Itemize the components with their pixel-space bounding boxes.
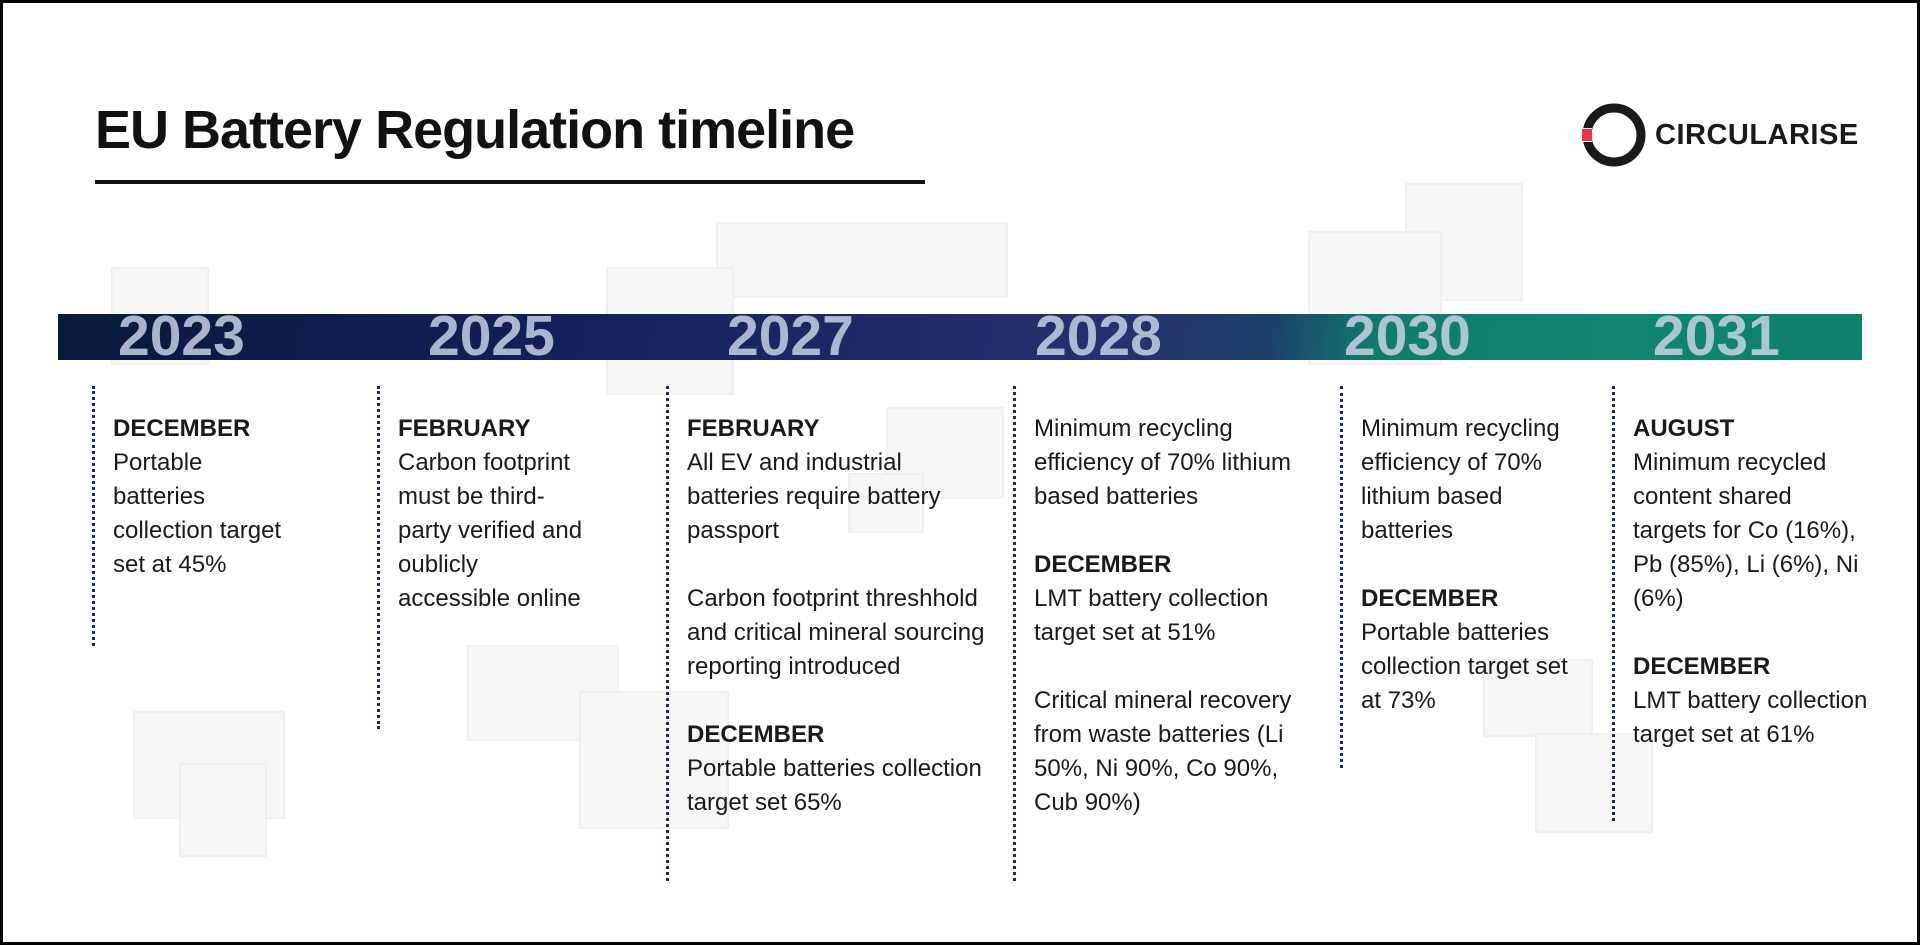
milestone-text: LMT battery collection target set at 61% — [1633, 687, 1868, 748]
milestone-month: FEBRUARY — [398, 415, 531, 442]
milestone-month: DECEMBER — [1633, 653, 1771, 680]
milestone-entry: Critical mineral recovery from waste bat… — [1034, 684, 1324, 820]
dotted-divider — [1340, 386, 1343, 768]
year-label-2027: 2027 — [727, 304, 854, 368]
year-label-2023: 2023 — [118, 304, 245, 368]
milestone-text: Carbon footprint threshhold and critical… — [687, 585, 985, 680]
milestone-text: Critical mineral recovery from waste bat… — [1034, 687, 1292, 816]
logo-wordmark: CIRCULARISE — [1655, 118, 1859, 151]
milestone-entry: FEBRUARY All EV and industrial batteries… — [687, 412, 989, 548]
milestone-entry: DECEMBER LMT battery collection target s… — [1034, 548, 1324, 650]
milestone-text: Minimum recycling efficiency of 70% lith… — [1034, 415, 1292, 510]
circularise-ring-logo-icon — [1579, 103, 1646, 167]
milestone-text: All EV and industrial batteries require … — [687, 449, 941, 544]
timeline-band — [58, 314, 1862, 360]
milestone-text: Portable batteries collection target set… — [113, 449, 282, 578]
milestone-month: FEBRUARY — [687, 415, 820, 442]
milestone-entry: Carbon footprint threshhold and critical… — [687, 582, 989, 684]
milestone-month: DECEMBER — [1361, 585, 1499, 612]
milestone-text: Portable batteries collection target set… — [1361, 619, 1568, 714]
milestone-text: Portable batteries collection target set… — [687, 755, 982, 816]
milestone-month: DECEMBER — [113, 415, 251, 442]
decorative-square — [1483, 659, 1593, 737]
milestone-entry: DECEMBER LMT battery collection target s… — [1633, 650, 1868, 752]
milestone-text: LMT battery collection target set at 51% — [1034, 585, 1269, 646]
milestone-text: Minimum recycling efficiency of 70% lith… — [1361, 415, 1560, 544]
milestone-column-2025: FEBRUARY Carbon footprint must be third-… — [398, 412, 583, 616]
decorative-square — [579, 691, 729, 829]
milestone-text: Minimum recycled content shared targets … — [1633, 449, 1859, 612]
company-logo: CIRCULARISE — [1579, 99, 1859, 171]
milestone-month: DECEMBER — [1034, 551, 1172, 578]
milestone-entry: DECEMBER Portable batteries collection t… — [687, 718, 989, 820]
dotted-divider — [1612, 386, 1615, 821]
dotted-divider — [1013, 386, 1016, 881]
milestone-entry: AUGUST Minimum recycled content shared t… — [1633, 412, 1868, 616]
decorative-square — [716, 222, 1008, 298]
page-title: EU Battery Regulation timeline — [95, 100, 855, 160]
dotted-divider — [666, 386, 669, 881]
dotted-divider — [92, 386, 95, 646]
year-label-2028: 2028 — [1035, 304, 1162, 368]
milestone-month: DECEMBER — [687, 721, 825, 748]
decorative-square — [179, 763, 267, 857]
milestone-entry: DECEMBER Portable batteries collection t… — [113, 412, 291, 582]
milestone-entry: FEBRUARY Carbon footprint must be third-… — [398, 412, 583, 616]
milestone-text: Carbon footprint must be third-party ver… — [398, 449, 583, 612]
milestone-column-2030: Minimum recycling efficiency of 70% lith… — [1361, 412, 1586, 718]
milestone-entry: DECEMBER Portable batteries collection t… — [1361, 582, 1586, 718]
milestone-column-2023: DECEMBER Portable batteries collection t… — [113, 412, 291, 582]
decorative-square — [1535, 733, 1653, 833]
year-label-2030: 2030 — [1344, 304, 1471, 368]
milestone-month: AUGUST — [1633, 415, 1735, 442]
milestone-column-2028: Minimum recycling efficiency of 70% lith… — [1034, 412, 1324, 820]
milestone-column-2027: FEBRUARY All EV and industrial batteries… — [687, 412, 989, 820]
title-underline — [95, 180, 925, 184]
decorative-square — [848, 473, 924, 533]
year-label-2031: 2031 — [1653, 304, 1780, 368]
year-label-2025: 2025 — [428, 304, 555, 368]
milestone-column-2031: AUGUST Minimum recycled content shared t… — [1633, 412, 1868, 752]
milestone-entry: Minimum recycling efficiency of 70% lith… — [1034, 412, 1324, 514]
dotted-divider — [377, 386, 380, 729]
milestone-entry: Minimum recycling efficiency of 70% lith… — [1361, 412, 1586, 548]
